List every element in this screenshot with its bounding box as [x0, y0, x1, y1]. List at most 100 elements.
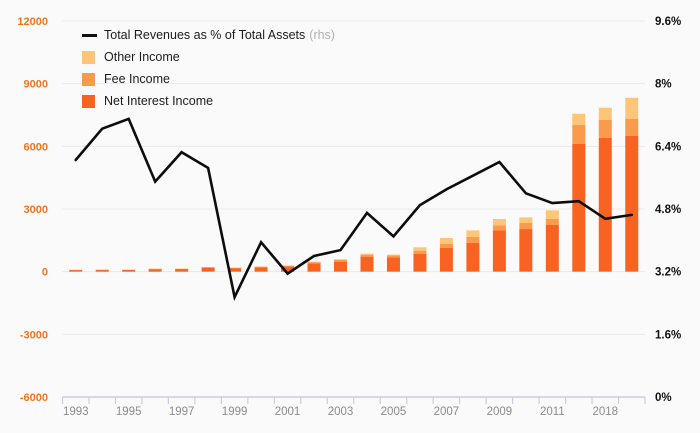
bar-segment [413, 250, 427, 255]
bar-segment [175, 268, 189, 270]
x-axis-label: 1995 [116, 406, 142, 418]
bar-segment [439, 243, 453, 248]
bar-segment [572, 143, 586, 272]
bar-segment [492, 230, 506, 272]
right-axis-label: 4.8% [655, 204, 681, 216]
bar-segment [519, 217, 533, 223]
bar-segment [625, 97, 639, 119]
bar-segment [307, 263, 321, 272]
legend-label: Net Interest Income [104, 93, 214, 108]
bar-segment [386, 257, 400, 272]
bar-segment [334, 259, 348, 262]
bar-segment [492, 225, 506, 231]
right-axis-label: 9.6% [655, 16, 681, 28]
left-axis-label: 12000 [17, 16, 48, 28]
bar-segment [254, 267, 268, 272]
bar-segment [598, 119, 612, 138]
bar-segment [228, 267, 242, 268]
bar-segment [439, 238, 453, 244]
x-axis-label: 1993 [63, 406, 89, 418]
right-axis-labels: 9.6% 8% 6.4% 4.8% 3.2% 1.6% 0% [655, 16, 681, 404]
x-axis-label: 2005 [381, 406, 407, 418]
bar-segment [439, 247, 453, 272]
bar-segment [519, 229, 533, 272]
legend-item-fee-income: Fee Income [82, 68, 335, 90]
bar-segment [625, 135, 639, 272]
x-axis: 1993 1995 1997 1999 2001 2003 2005 2007 2009 2011… [61, 396, 646, 418]
bar-segment [307, 262, 321, 264]
bar-segment [625, 118, 639, 136]
x-axis-label: 2003 [328, 406, 354, 418]
x-axis-label: 1999 [222, 406, 248, 418]
bar-segment [254, 266, 268, 268]
legend-item-total-revenues: Total Revenues as % of Total Assets (rhs… [82, 24, 335, 46]
bar-segment [572, 113, 586, 125]
x-axis-label: 2007 [434, 406, 460, 418]
x-axis-label: 2011 [540, 406, 565, 418]
bar-segment [598, 107, 612, 120]
bar-segment [386, 254, 400, 256]
bar-segment [386, 255, 400, 258]
bar-segment [360, 254, 374, 257]
bar-segment [201, 266, 215, 268]
bar-segment [360, 253, 374, 255]
bar-segment [413, 247, 427, 251]
bar-segment [334, 259, 348, 260]
bar-segment [201, 267, 215, 272]
bars [69, 97, 639, 272]
x-axis-label: 2018 [592, 406, 618, 418]
right-axis-label: 6.4% [655, 141, 681, 153]
line-series-swatch-icon [82, 33, 97, 37]
bar-segment [307, 261, 321, 263]
left-axis-label: 9000 [24, 79, 48, 91]
left-axis-label: 0 [42, 267, 48, 279]
bar-segment [572, 124, 586, 144]
bar-segment [281, 265, 295, 266]
bar-segment [228, 268, 242, 272]
left-axis-label: 3000 [24, 204, 48, 216]
bar-segment [545, 210, 559, 220]
right-axis-label: 3.2% [655, 267, 681, 279]
bar-segment [519, 222, 533, 230]
x-axis-label: 2001 [275, 406, 301, 418]
legend-item-other-income: Other Income [82, 46, 335, 68]
bar-segment [175, 268, 189, 272]
other-income-swatch-icon [82, 50, 95, 64]
bar-segment [254, 266, 268, 267]
bar-segment [413, 254, 427, 272]
bar-segment [95, 269, 109, 271]
bar-segment [69, 269, 83, 272]
bar-segment [95, 269, 109, 272]
x-axis-label: 2009 [487, 406, 513, 418]
bar-segment [148, 268, 162, 270]
net-interest-income-swatch-icon [82, 94, 95, 108]
legend: Total Revenues as % of Total Assets (rhs… [82, 24, 335, 112]
bar-segment [466, 236, 480, 243]
bar-segment [360, 256, 374, 272]
bar-segment [122, 269, 136, 272]
right-axis-label: 8% [655, 79, 672, 91]
right-axis-label: 0% [655, 392, 672, 404]
left-axis-label: -6000 [20, 392, 48, 404]
left-axis-labels: 12000 9000 6000 3000 0 -3000 -6000 [17, 16, 48, 404]
left-axis-label: 6000 [24, 141, 48, 153]
bar-segment [334, 261, 348, 272]
x-axis-label: 1997 [169, 406, 195, 418]
bar-segment [148, 269, 162, 272]
bar-segment [281, 266, 295, 272]
legend-rhs-note: (rhs) [309, 27, 335, 42]
legend-label: Fee Income [104, 71, 171, 86]
bar-segment [466, 242, 480, 272]
bar-segment [545, 219, 559, 225]
right-axis-label: 1.6% [655, 329, 681, 341]
fee-income-swatch-icon [82, 72, 95, 86]
bar-segment [466, 230, 480, 237]
legend-label: Total Revenues as % of Total Assets [104, 27, 306, 42]
legend-item-net-interest-income: Net Interest Income [82, 90, 335, 112]
bar-segment [545, 224, 559, 272]
bar-segment [598, 137, 612, 272]
revenue-line [74, 117, 634, 302]
bar-segment [122, 269, 136, 270]
